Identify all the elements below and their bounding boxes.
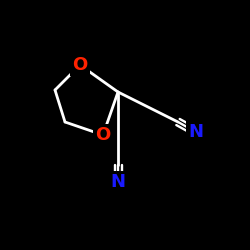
Text: O: O — [72, 56, 88, 74]
Text: N: N — [188, 123, 204, 141]
Text: N: N — [110, 173, 126, 191]
Text: O: O — [96, 126, 110, 144]
